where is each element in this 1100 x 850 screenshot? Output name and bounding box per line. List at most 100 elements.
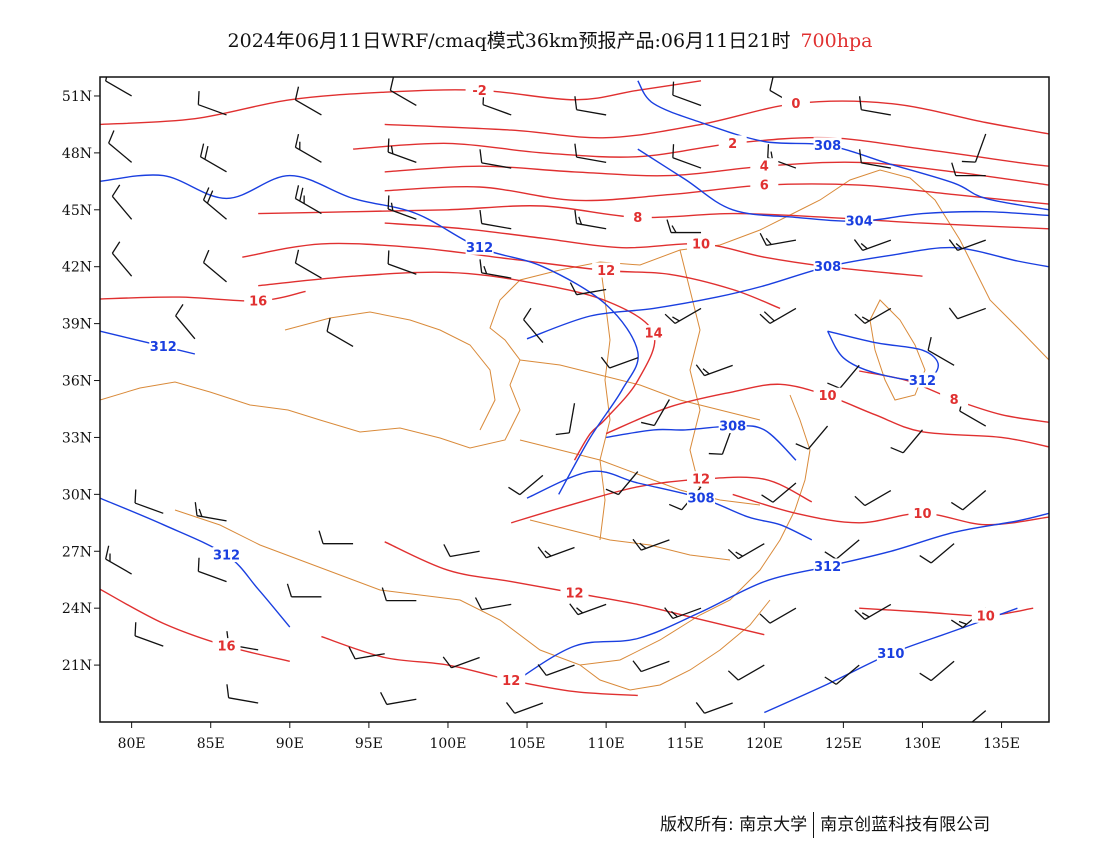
temperature-contour-label: 12 — [692, 473, 710, 488]
temperature-label-bg — [592, 262, 621, 278]
height-label-bg — [845, 213, 874, 229]
tibet-border — [284, 311, 496, 431]
wind-barb — [523, 307, 544, 344]
temperature-label-bg — [244, 292, 273, 308]
lon-tick-label: 90E — [276, 736, 304, 752]
korea-outline — [869, 299, 926, 401]
temperature-label-bg — [497, 672, 526, 688]
wind-barb — [111, 241, 133, 277]
wind-barb — [294, 249, 322, 279]
lat-tick-label: 27N — [62, 544, 92, 560]
wind-barb — [919, 660, 955, 682]
temperature-contour-label: 4 — [760, 160, 769, 175]
wind-barb — [927, 336, 955, 366]
lon-tick-label: 115E — [667, 736, 704, 752]
height-contour-label: 304 — [846, 215, 873, 230]
temperature-label-bg — [750, 158, 779, 174]
wind-barb-layer — [105, 77, 987, 722]
wind-barb — [948, 307, 986, 320]
temperature-contour — [859, 607, 1034, 617]
wind-barb — [202, 187, 227, 220]
wind-barb — [951, 710, 987, 722]
height-label-bg — [813, 258, 842, 274]
height-contour-label: 312 — [909, 374, 936, 389]
wind-barb — [574, 96, 607, 116]
wind-barb — [479, 149, 512, 169]
wind-barb — [294, 185, 322, 215]
temperature-label-bg — [908, 505, 937, 521]
lat-tick-label: 30N — [62, 487, 92, 503]
wind-barb — [194, 502, 227, 522]
wind-barb — [950, 490, 987, 511]
wind-barb — [961, 133, 987, 163]
height-contour-label: 308 — [814, 139, 841, 154]
wind-barb — [727, 543, 765, 560]
wind-barb — [569, 603, 607, 616]
wind-barb — [600, 356, 638, 369]
lat-tick-label: 24N — [62, 601, 92, 617]
temperature-contour-label: 12 — [565, 587, 583, 602]
temperature-label-bg — [718, 135, 747, 151]
copyright-left: 版权所有: 南京大学 — [660, 815, 808, 835]
temperature-label-bg — [623, 209, 652, 225]
wind-barb — [226, 684, 259, 704]
wind-barb — [197, 91, 227, 116]
wind-barb — [672, 144, 702, 169]
lat-tick-label: 36N — [62, 374, 92, 390]
wind-barb — [111, 184, 133, 220]
height-contour-label: 308 — [814, 260, 841, 275]
wind-barb — [574, 143, 607, 164]
wind-barb — [537, 664, 575, 676]
wind-barb — [508, 474, 544, 496]
copyright-right: 南京创蓝科技有限公司 — [820, 815, 991, 835]
temperature-contour-label: 16 — [249, 294, 267, 309]
temperature-label-bg — [940, 391, 969, 407]
map-frame — [99, 76, 1050, 723]
temperature-label-bg — [560, 585, 589, 600]
axis-ticks: 80E 85E 90E 95E 100E 105E 110E 115E 120E 125E 130E… — [62, 89, 1020, 752]
wind-barb — [672, 81, 702, 107]
temperature-contour — [510, 476, 813, 524]
wind-barb — [761, 482, 797, 503]
wind-barb — [479, 259, 512, 279]
wind-barb — [695, 702, 733, 714]
wind-barb — [318, 530, 354, 545]
height-contour — [100, 330, 196, 355]
wind-barb — [640, 399, 670, 427]
contour-label-layer: -2 0 2 4 6 8 10 12 14 16 10 8 10 12 12 12 16 10 312 308 304 3… — [149, 82, 1000, 689]
height-label-bg — [465, 239, 494, 255]
lon-tick-label: 125E — [825, 736, 862, 752]
inner-border-d — [599, 261, 611, 541]
lon-tick-label: 95E — [355, 736, 383, 752]
wind-barb — [387, 195, 417, 220]
chart-title: 2024年06月11日WRF/cmaq模式36km预报产品:06月11日21时 7… — [0, 26, 1100, 53]
height-contour-label: 312 — [466, 241, 493, 256]
wind-barb — [951, 162, 986, 177]
height-label-bg — [876, 645, 905, 661]
wind-barb — [286, 583, 322, 598]
lat-tick-label: 33N — [62, 430, 92, 446]
wind-barb — [294, 86, 322, 116]
height-contour-label: 312 — [150, 340, 177, 355]
height-contour — [526, 246, 1049, 340]
lon-tick-label: 130E — [904, 736, 941, 752]
title-level: 700hpa — [800, 30, 873, 52]
lon-tick-label: 80E — [118, 736, 146, 752]
wind-barb — [666, 219, 702, 234]
inner-border-a — [519, 359, 761, 421]
height-label-bg — [908, 372, 937, 388]
height-contour — [605, 425, 797, 461]
wind-barb — [175, 304, 196, 340]
temperature-contour-label: 14 — [645, 327, 663, 342]
temperature-contour-label: -2 — [472, 84, 486, 99]
wind-barb — [387, 250, 417, 275]
wind-barb — [759, 607, 797, 624]
title-main: 2024年06月11日WRF/cmaq模式36km预报产品:06月11日21时 — [227, 30, 791, 52]
temperature-label-bg — [750, 177, 779, 193]
wind-barb — [197, 557, 227, 583]
wind-barb — [442, 656, 480, 669]
wind-barb — [632, 660, 670, 673]
temperature-contour — [384, 161, 1049, 186]
height-contour — [637, 148, 1049, 222]
temperature-contour-label: 8 — [633, 211, 642, 226]
